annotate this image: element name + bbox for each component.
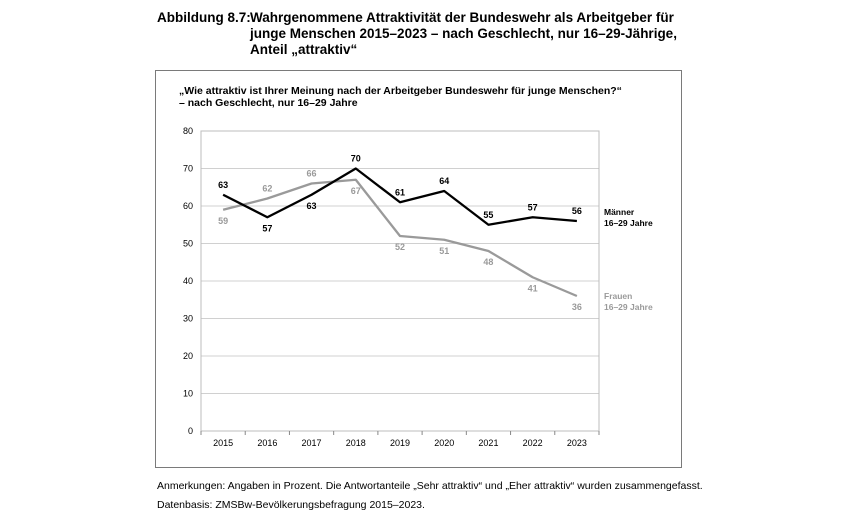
data-label-women: 36: [572, 302, 582, 312]
x-tick-label: 2015: [213, 438, 233, 448]
data-label-women: 51: [439, 246, 449, 256]
data-label-men: 63: [218, 180, 228, 190]
data-label-women: 52: [395, 242, 405, 252]
series-label-women: Frauen: [604, 291, 632, 301]
question-line: – nach Geschlecht, nur 16–29 Jahre: [179, 97, 358, 109]
data-label-men: 55: [483, 210, 493, 220]
data-label-men: 63: [307, 201, 317, 211]
plot-area-border: [200, 130, 600, 432]
chart-source: Datenbasis: ZMSBw-Bevölkerungsbefragung …: [157, 499, 425, 511]
x-tick-label: 2021: [478, 438, 498, 448]
x-tick-label: 2019: [390, 438, 410, 448]
x-tick-label: 2022: [523, 438, 543, 448]
x-tick-label: 2023: [567, 438, 587, 448]
data-label-women: 48: [483, 257, 493, 267]
y-tick-label: 30: [183, 314, 193, 324]
chart-note: Anmerkungen: Angaben in Prozent. Die Ant…: [157, 480, 703, 492]
figure-title: Wahrgenommene Attraktivität der Bundeswe…: [250, 10, 720, 58]
chart-frame: „Wie attraktiv ist Ihrer Meinung nach de…: [155, 70, 682, 468]
data-label-men: 70: [351, 154, 361, 164]
data-label-men: 57: [528, 202, 538, 212]
question-line: „Wie attraktiv ist Ihrer Meinung nach de…: [179, 85, 622, 97]
data-label-women: 62: [262, 184, 272, 194]
y-tick-label: 0: [188, 426, 193, 436]
figure-title-line: junge Menschen 2015–2023 – nach Geschlec…: [250, 26, 677, 41]
y-tick-label: 50: [183, 239, 193, 249]
data-label-men: 64: [439, 176, 449, 186]
figure-title-line: Wahrgenommene Attraktivität der Bundeswe…: [250, 10, 674, 25]
series-line-men: [222, 167, 577, 226]
line-chart: 0 10 20 30 40 50 60 70 80 2015 2016 2017 2018 2019 202…: [183, 126, 653, 448]
data-label-women: 41: [528, 283, 538, 293]
series-label-men: Männer: [604, 207, 635, 217]
y-tick-label: 70: [183, 164, 193, 174]
y-tick-label: 40: [183, 276, 193, 286]
data-label-women: 59: [218, 216, 228, 226]
x-tick-label: 2018: [346, 438, 366, 448]
data-label-men: 61: [395, 187, 405, 197]
x-tick-label: 2017: [302, 438, 322, 448]
y-tick-label: 80: [183, 126, 193, 136]
chart-question: „Wie attraktiv ist Ihrer Meinung nach de…: [179, 85, 622, 109]
series-line-women: [222, 178, 578, 298]
data-label-women: 66: [307, 169, 317, 179]
data-label-men: 56: [572, 206, 582, 216]
figure-label: Abbildung 8.7:: [157, 10, 251, 25]
data-label-women: 67: [351, 186, 361, 196]
series-label-women: 16–29 Jahre: [604, 302, 653, 312]
figure-title-line: Anteil „attraktiv“: [250, 42, 358, 57]
x-tick-label: 2016: [257, 438, 277, 448]
series-label-men: 16–29 Jahre: [604, 218, 653, 228]
data-label-men: 57: [262, 223, 272, 233]
y-tick-label: 20: [183, 351, 193, 361]
y-tick-label: 10: [183, 389, 193, 399]
y-tick-label: 60: [183, 201, 193, 211]
x-tick-label: 2020: [434, 438, 454, 448]
